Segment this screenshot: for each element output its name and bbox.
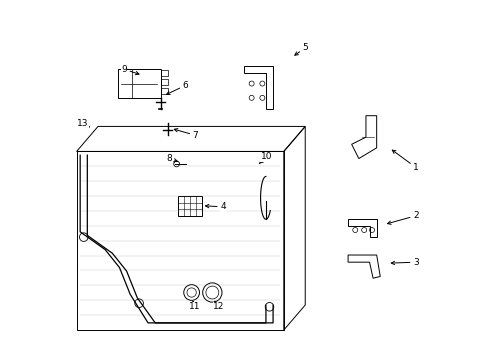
Text: 13: 13 — [77, 119, 89, 128]
Text: 12: 12 — [213, 301, 224, 311]
Text: 10: 10 — [259, 152, 272, 164]
Text: 6: 6 — [166, 81, 188, 94]
Text: 4: 4 — [205, 202, 225, 211]
Text: 9: 9 — [121, 65, 139, 75]
Text: 1: 1 — [391, 150, 418, 172]
Text: 7: 7 — [174, 129, 198, 140]
Text: 2: 2 — [387, 211, 418, 224]
Text: 5: 5 — [294, 43, 307, 55]
Text: 8: 8 — [165, 154, 177, 163]
Text: 3: 3 — [390, 258, 418, 267]
Text: 11: 11 — [188, 301, 200, 311]
